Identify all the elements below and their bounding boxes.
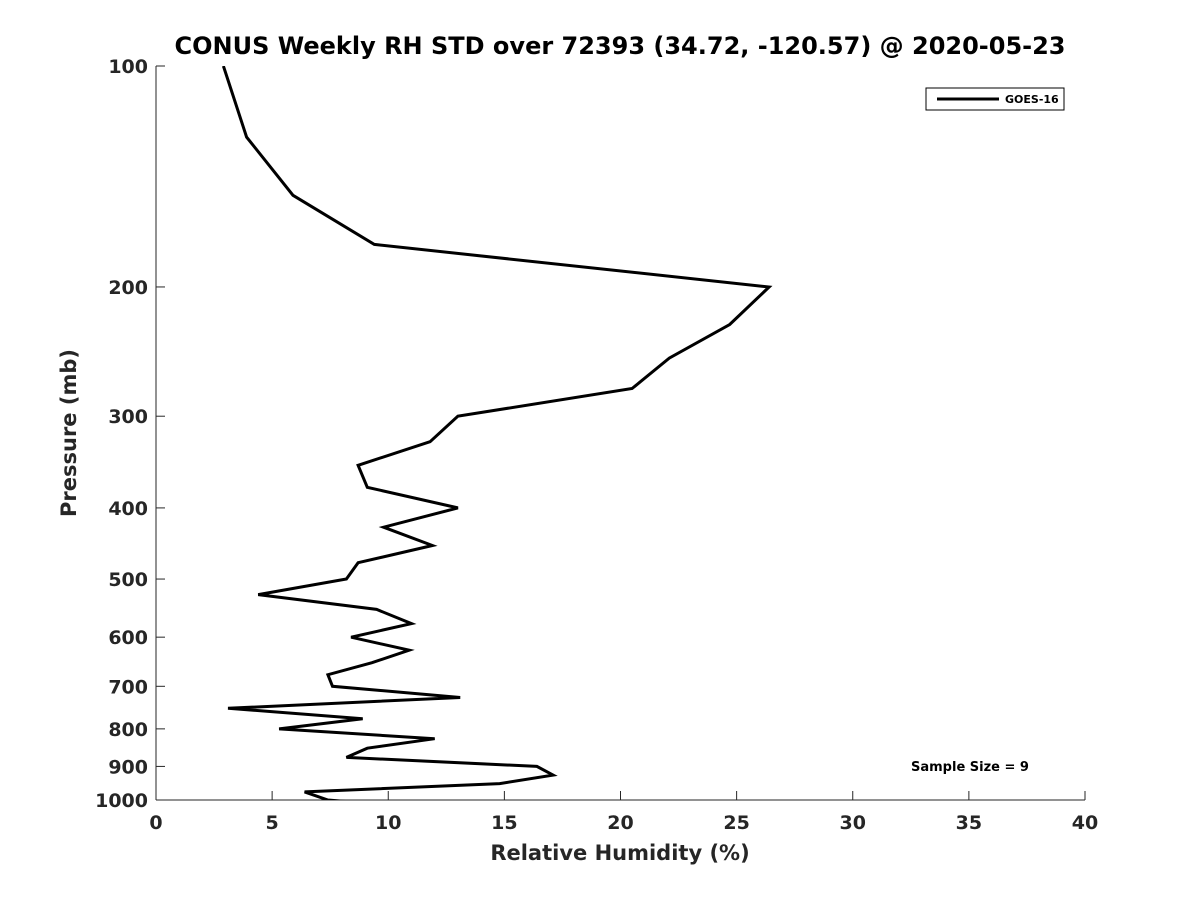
x-axis-label: Relative Humidity (%): [490, 841, 749, 865]
x-tick-label: 35: [956, 812, 982, 834]
y-tick-label: 500: [108, 569, 148, 591]
series-line-goes-16: [221, 66, 773, 800]
plot-area: 0 5 10 15 20 25 30 35 40 100 200 300 400 500 600 700 800…: [95, 56, 1098, 834]
y-axis-label: Pressure (mb): [57, 349, 81, 517]
y-tick-label: 900: [108, 756, 148, 778]
y-tick-label: 300: [108, 406, 148, 428]
x-tick-label: 20: [607, 812, 633, 834]
x-tick-label: 30: [840, 812, 866, 834]
x-tick-label: 0: [149, 812, 162, 834]
legend: GOES-16: [925, 87, 1065, 111]
x-tick-label: 25: [723, 812, 749, 834]
y-tick-label: 800: [108, 719, 148, 741]
y-tick-label: 700: [108, 676, 148, 698]
y-tick-label: 400: [108, 498, 148, 520]
legend-label-goes-16: GOES-16: [1005, 93, 1059, 106]
x-tick-label: 15: [491, 812, 517, 834]
x-tick-label: 5: [266, 812, 279, 834]
sample-size-annotation: Sample Size = 9: [911, 760, 1029, 775]
y-tick-label: 1000: [95, 790, 148, 812]
chart-title: CONUS Weekly RH STD over 72393 (34.72, -…: [174, 32, 1065, 60]
x-tick-label: 40: [1072, 812, 1098, 834]
y-tick-label: 100: [108, 56, 148, 78]
x-tick-label: 10: [375, 812, 401, 834]
y-tick-label: 600: [108, 627, 148, 649]
y-tick-label: 200: [108, 277, 148, 299]
